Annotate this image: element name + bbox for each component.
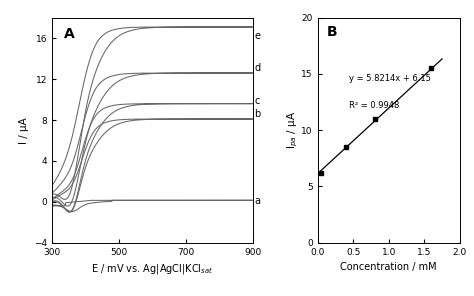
Text: e: e bbox=[255, 31, 260, 41]
Y-axis label: I / μA: I / μA bbox=[18, 117, 28, 144]
X-axis label: Concentration / mM: Concentration / mM bbox=[340, 262, 437, 272]
Y-axis label: I$_{pa}$ / μA: I$_{pa}$ / μA bbox=[286, 111, 300, 149]
Text: d: d bbox=[255, 63, 260, 73]
Text: b: b bbox=[255, 109, 261, 119]
Text: c: c bbox=[255, 96, 260, 106]
Text: A: A bbox=[64, 27, 75, 41]
Text: y = 5.8214x + 6.15: y = 5.8214x + 6.15 bbox=[349, 74, 431, 83]
Text: R² = 0.9948: R² = 0.9948 bbox=[349, 101, 400, 110]
X-axis label: E / mV vs. Ag|AgCl|KCl$_{sat}$: E / mV vs. Ag|AgCl|KCl$_{sat}$ bbox=[91, 262, 214, 276]
Text: B: B bbox=[326, 25, 337, 38]
Text: a: a bbox=[255, 196, 260, 206]
